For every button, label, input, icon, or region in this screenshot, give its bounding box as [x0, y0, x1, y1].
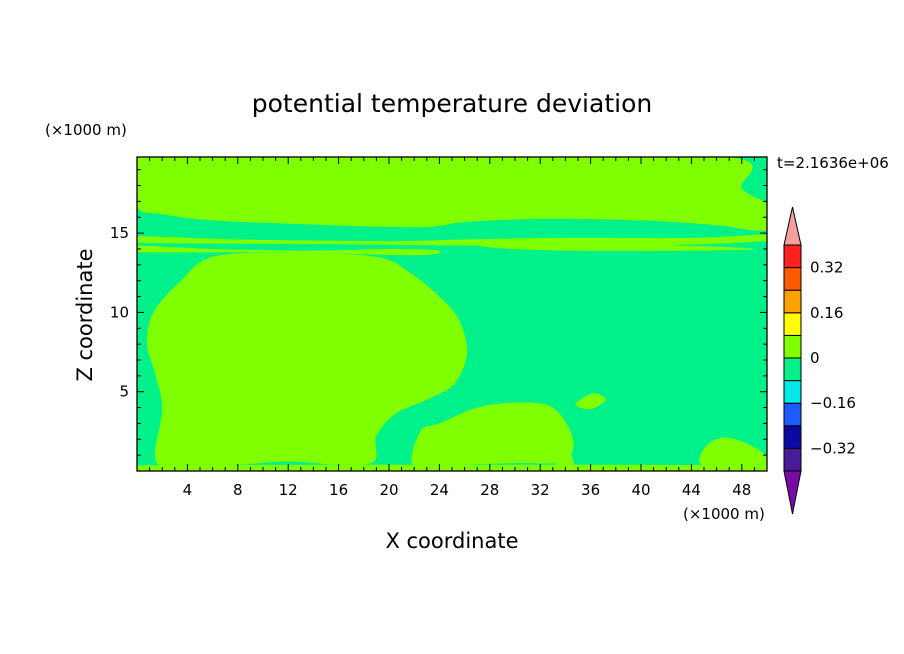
time-label: t=2.1636e+06: [777, 154, 889, 172]
colorbar-below-arrow: [783, 470, 802, 515]
colorbar-bin: [783, 289, 802, 314]
colorbar-bin: [783, 334, 802, 359]
contour-region-5: [478, 242, 755, 251]
x-tick-label: 24: [430, 481, 449, 499]
contour-region-8: [554, 441, 574, 469]
colorbar-label: 0.16: [810, 304, 843, 322]
colorbar-bin: [783, 357, 802, 382]
chart-title: potential temperature deviation: [252, 89, 652, 118]
x-tick-label: 40: [631, 481, 650, 499]
contour-region-6: [147, 252, 468, 468]
colorbar: 0.32 0.16 0 −0.16 −0.32: [783, 206, 856, 515]
plot-area: [137, 157, 767, 471]
x-tick-label: 4: [183, 481, 193, 499]
x-tick-label: 8: [233, 481, 243, 499]
contour-region-7: [411, 402, 574, 469]
y-tick-label: 5: [119, 383, 129, 401]
x-tick-label: 44: [682, 481, 701, 499]
x-tick-label: 32: [531, 481, 550, 499]
colorbar-bin: [783, 402, 802, 427]
y-axis-label: Z coordinate: [73, 248, 97, 381]
colorbar-bin: [783, 267, 802, 291]
x-tick-label: 16: [329, 481, 348, 499]
x-axis-unit: (×1000 m): [683, 505, 765, 523]
y-tick-label: 15: [110, 224, 129, 242]
colorbar-above-arrow: [783, 206, 802, 246]
colorbar-label: −0.32: [810, 439, 856, 457]
contour-region-10: [699, 437, 767, 469]
colorbar-label: −0.16: [810, 394, 856, 412]
colorbar-bin: [783, 380, 802, 404]
contour-region-9: [575, 393, 606, 410]
x-tick-label: 28: [480, 481, 499, 499]
contour-region-3: [137, 234, 767, 247]
y-tick-label: 10: [110, 303, 129, 321]
colorbar-bin: [783, 312, 802, 336]
colorbar-label: 0: [810, 349, 820, 367]
x-tick-label: 36: [581, 481, 600, 499]
contour-region-1: [137, 157, 476, 228]
contour-region-4: [137, 245, 441, 256]
contour-region-2: [432, 157, 767, 231]
x-tick-label: 48: [732, 481, 751, 499]
x-tick-label: 20: [379, 481, 398, 499]
colorbar-label: 0.32: [810, 259, 843, 277]
y-axis-unit: (×1000 m): [45, 121, 127, 139]
colorbar-bin: [783, 447, 802, 472]
colorbar-bin: [783, 425, 802, 449]
x-axis-label: X coordinate: [385, 529, 518, 553]
x-tick-label: 12: [279, 481, 298, 499]
colorbar-bin: [783, 244, 802, 269]
